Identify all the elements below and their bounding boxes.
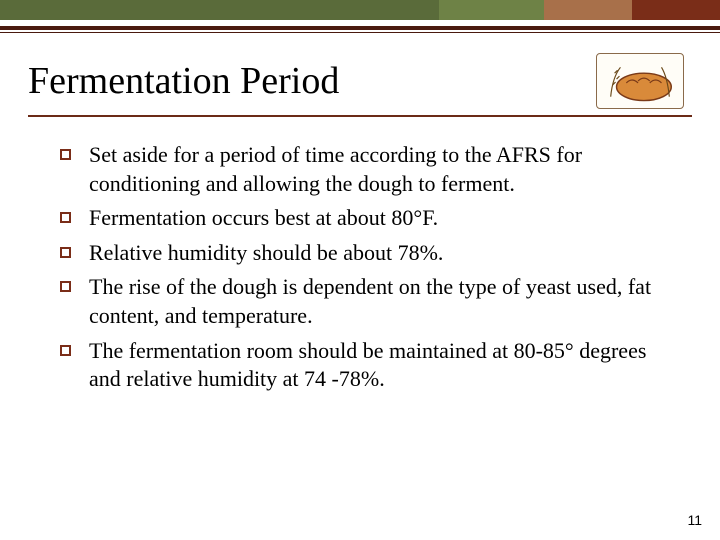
bullet-text: The fermentation room should be maintain… <box>89 337 672 394</box>
bar-segment <box>439 0 544 20</box>
bullet-text: Relative humidity should be about 78%. <box>89 239 443 268</box>
square-bullet-icon <box>60 345 71 356</box>
bar-segment <box>632 0 720 20</box>
bullet-text: The rise of the dough is dependent on th… <box>89 273 672 330</box>
list-item: The fermentation room should be maintain… <box>60 337 672 394</box>
top-accent-bar <box>0 0 720 20</box>
horizontal-rule-thick <box>0 26 720 30</box>
title-underline <box>28 115 692 117</box>
list-item: Relative humidity should be about 78%. <box>60 239 672 268</box>
bullet-list: Set aside for a period of time according… <box>60 141 672 394</box>
bar-segment <box>0 0 439 20</box>
slide-title: Fermentation Period <box>28 59 339 103</box>
bullet-text: Fermentation occurs best at about 80°F. <box>89 204 438 233</box>
square-bullet-icon <box>60 212 71 223</box>
bread-icon <box>597 53 683 109</box>
list-item: The rise of the dough is dependent on th… <box>60 273 672 330</box>
square-bullet-icon <box>60 149 71 160</box>
page-number: 11 <box>687 512 702 528</box>
square-bullet-icon <box>60 247 71 258</box>
bullet-text: Set aside for a period of time according… <box>89 141 672 198</box>
bar-segment <box>544 0 632 20</box>
list-item: Set aside for a period of time according… <box>60 141 672 198</box>
title-row: Fermentation Period <box>0 33 720 109</box>
bread-clipart <box>596 53 684 109</box>
square-bullet-icon <box>60 281 71 292</box>
list-item: Fermentation occurs best at about 80°F. <box>60 204 672 233</box>
